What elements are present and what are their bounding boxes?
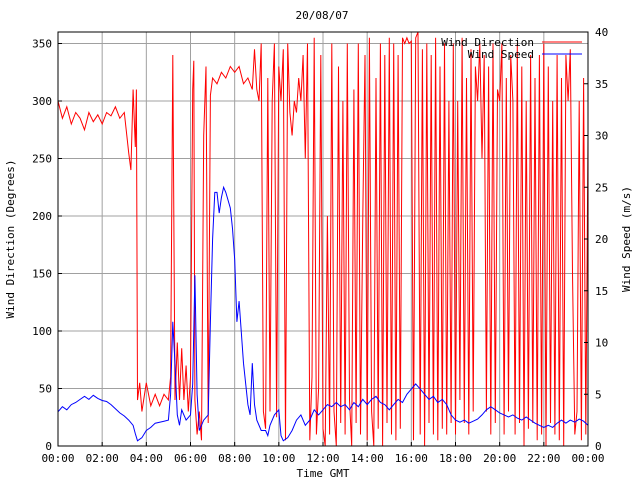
x-tick-label: 14:00 <box>351 452 384 465</box>
y2-tick-label: 35 <box>595 78 608 91</box>
x-tick-label: 10:00 <box>262 452 295 465</box>
legend-label-wind-direction: Wind Direction <box>441 36 534 49</box>
x-tick-label: 22:00 <box>527 452 560 465</box>
x-tick-label: 16:00 <box>395 452 428 465</box>
series-line-wind-direction <box>57 31 589 447</box>
y2-tick-label: 10 <box>595 337 608 350</box>
x-tick-label: 04:00 <box>130 452 163 465</box>
x-tick-label: 18:00 <box>439 452 472 465</box>
y2-axis-title: Wind Speed (m/s) <box>620 186 633 292</box>
y2-tick-label: 30 <box>595 130 608 143</box>
y-tick-label: 350 <box>32 38 52 51</box>
y2-tick-label: 25 <box>595 181 608 194</box>
y-tick-label: 150 <box>32 268 52 281</box>
y2-tick-label: 0 <box>595 440 602 453</box>
series-line-wind-speed <box>57 185 589 442</box>
y-tick-label: 300 <box>32 95 52 108</box>
x-axis-title: Time GMT <box>297 467 350 480</box>
y-tick-label: 100 <box>32 325 52 338</box>
legend-label-wind-speed: Wind Speed <box>468 48 534 61</box>
y2-tick-label: 40 <box>595 26 608 39</box>
y2-tick-label: 5 <box>595 388 602 401</box>
x-tick-label: 20:00 <box>483 452 516 465</box>
y2-tick-label: 15 <box>595 285 608 298</box>
y-tick-label: 50 <box>39 383 52 396</box>
y-axis-title: Wind Direction (Degrees) <box>4 160 17 319</box>
legend: Wind Direction Wind Speed <box>441 36 582 61</box>
x-tick-label: 00:00 <box>41 452 74 465</box>
x-tick-label: 02:00 <box>86 452 119 465</box>
y-tick-label: 200 <box>32 210 52 223</box>
x-tick-label: 00:00 <box>571 452 604 465</box>
x-tick-label: 12:00 <box>306 452 339 465</box>
y-tick-label: 250 <box>32 153 52 166</box>
axes: 00:00 02:00 04:00 06:00 08:00 10:00 12:00 14:00… <box>32 26 608 465</box>
y2-tick-label: 20 <box>595 233 608 246</box>
chart-title: 20/08/07 <box>296 9 349 22</box>
x-tick-label: 06:00 <box>174 452 207 465</box>
x-tick-label: 08:00 <box>218 452 251 465</box>
y-tick-label: 0 <box>45 440 52 453</box>
series-layer <box>57 31 589 447</box>
